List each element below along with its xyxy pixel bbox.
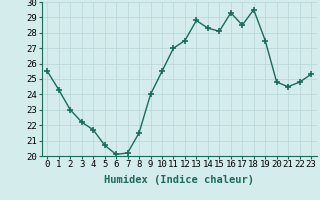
- X-axis label: Humidex (Indice chaleur): Humidex (Indice chaleur): [104, 175, 254, 185]
